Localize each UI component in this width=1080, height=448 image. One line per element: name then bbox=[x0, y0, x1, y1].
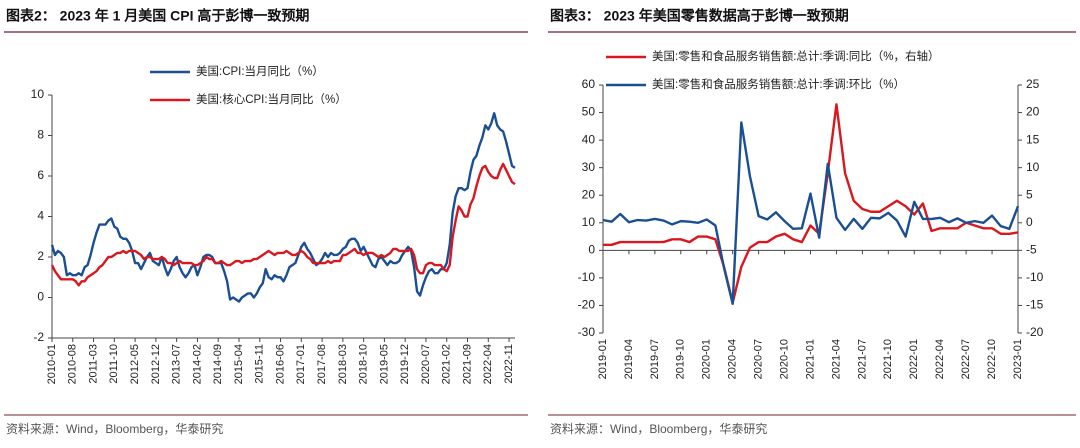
x-tick-label: 2020-07 bbox=[420, 344, 432, 384]
y-tick-label: 30 bbox=[582, 160, 596, 174]
x-tick-label: 2019-12 bbox=[399, 344, 411, 384]
y2-tick-label: 15 bbox=[1026, 132, 1040, 146]
x-tick-label: 2015-04 bbox=[233, 344, 245, 384]
x-tick-label: 2012-12 bbox=[150, 344, 162, 384]
x-tick-label: 2020-10 bbox=[778, 339, 790, 379]
source: 资料来源：Wind，Bloomberg，华泰研究 bbox=[550, 421, 767, 436]
legend-label: 美国:零售和食品服务销售额:总计:季调:环比（%） bbox=[652, 77, 905, 91]
x-tick-label: 2011-10 bbox=[108, 344, 120, 384]
x-tick-label: 2019-05 bbox=[378, 344, 390, 384]
x-tick-label: 2020-07 bbox=[753, 339, 765, 379]
x-tick-label: 2013-07 bbox=[171, 344, 183, 384]
y2-tick-label: 0 bbox=[1026, 215, 1033, 229]
x-tick-label: 2017-08 bbox=[316, 344, 328, 384]
y-tick-label: 8 bbox=[37, 128, 44, 142]
x-tick-label: 2022-07 bbox=[960, 339, 972, 379]
x-tick-label: 2020-04 bbox=[727, 339, 739, 379]
x-tick-label: 2021-09 bbox=[461, 344, 473, 384]
x-tick-label: 2021-10 bbox=[882, 339, 894, 379]
x-tick-label: 2022-04 bbox=[482, 344, 494, 384]
x-tick-label: 2012-05 bbox=[129, 344, 141, 384]
y2-tick-label: -5 bbox=[1026, 243, 1037, 257]
x-tick-label: 2019-01 bbox=[597, 339, 609, 379]
x-tick-label: 2014-09 bbox=[212, 344, 224, 384]
chart-title: 图表2： 2023 年 1 月美国 CPI 高于彭博一致预期 bbox=[6, 8, 309, 24]
y2-tick-label: -10 bbox=[1026, 270, 1044, 284]
x-tick-label: 2011-03 bbox=[87, 344, 99, 384]
y-tick-label: 2 bbox=[37, 249, 44, 263]
x-tick-label: 2014-02 bbox=[191, 344, 203, 384]
legend-label: 美国:核心CPI:当月同比（%） bbox=[196, 92, 347, 106]
x-tick-label: 2021-02 bbox=[441, 344, 453, 384]
x-tick-label: 2019-04 bbox=[623, 339, 635, 379]
y-tick-label: 50 bbox=[582, 105, 596, 119]
y-tick-label: 60 bbox=[582, 77, 596, 91]
x-tick-label: 2010-01 bbox=[46, 344, 58, 384]
x-tick-label: 2021-01 bbox=[804, 339, 816, 379]
y2-tick-label: 20 bbox=[1026, 105, 1040, 119]
x-tick-label: 2022-04 bbox=[934, 339, 946, 379]
y2-tick-label: -15 bbox=[1026, 298, 1044, 312]
y-tick-label: 40 bbox=[582, 132, 596, 146]
x-tick-label: 2022-01 bbox=[908, 339, 920, 379]
y-tick-label: 0 bbox=[37, 290, 44, 304]
y-tick-label: -2 bbox=[33, 330, 44, 344]
series-line bbox=[602, 121, 1020, 305]
legend-label: 美国:CPI:当月同比（%） bbox=[196, 64, 324, 78]
y-tick-label: -20 bbox=[578, 298, 596, 312]
x-tick-label: 2019-10 bbox=[675, 339, 687, 379]
x-tick-label: 2016-06 bbox=[274, 344, 286, 384]
x-tick-label: 2019-07 bbox=[649, 339, 661, 379]
x-tick-label: 2020-01 bbox=[701, 339, 713, 379]
y-tick-label: 4 bbox=[37, 209, 44, 223]
y2-tick-label: 5 bbox=[1026, 187, 1033, 201]
series-line bbox=[50, 112, 516, 303]
y-tick-label: -30 bbox=[578, 325, 596, 339]
x-tick-label: 2015-11 bbox=[254, 344, 266, 384]
y-tick-label: 20 bbox=[582, 187, 596, 201]
x-tick-label: 2022-10 bbox=[986, 339, 998, 379]
y-tick-label: 6 bbox=[37, 168, 44, 182]
x-tick-label: 2021-07 bbox=[856, 339, 868, 379]
x-tick-label: 2021-04 bbox=[830, 339, 842, 379]
y2-tick-label: -20 bbox=[1026, 325, 1044, 339]
legend-label: 美国:零售和食品服务销售额:总计:季调:同比（%，右轴） bbox=[652, 49, 940, 63]
y-tick-label: 0 bbox=[588, 243, 595, 257]
x-tick-label: 2022-11 bbox=[503, 344, 515, 384]
x-tick-label: 2018-10 bbox=[358, 344, 370, 384]
series-line bbox=[50, 162, 516, 287]
y-tick-label: 10 bbox=[31, 87, 45, 101]
chart-title: 图表3： 2023 年美国零售数据高于彭博一致预期 bbox=[550, 8, 849, 24]
x-tick-label: 2017-01 bbox=[295, 344, 307, 384]
source: 资料来源：Wind，Bloomberg，华泰研究 bbox=[6, 421, 223, 436]
y-tick-label: -10 bbox=[578, 270, 596, 284]
y2-tick-label: 10 bbox=[1026, 160, 1040, 174]
y-tick-label: 10 bbox=[582, 215, 596, 229]
x-tick-label: 2010-08 bbox=[67, 344, 79, 384]
x-tick-label: 2023-01 bbox=[1012, 339, 1024, 379]
y2-tick-label: 25 bbox=[1026, 77, 1040, 91]
x-tick-label: 2018-03 bbox=[337, 344, 349, 384]
series-line bbox=[603, 103, 1019, 304]
